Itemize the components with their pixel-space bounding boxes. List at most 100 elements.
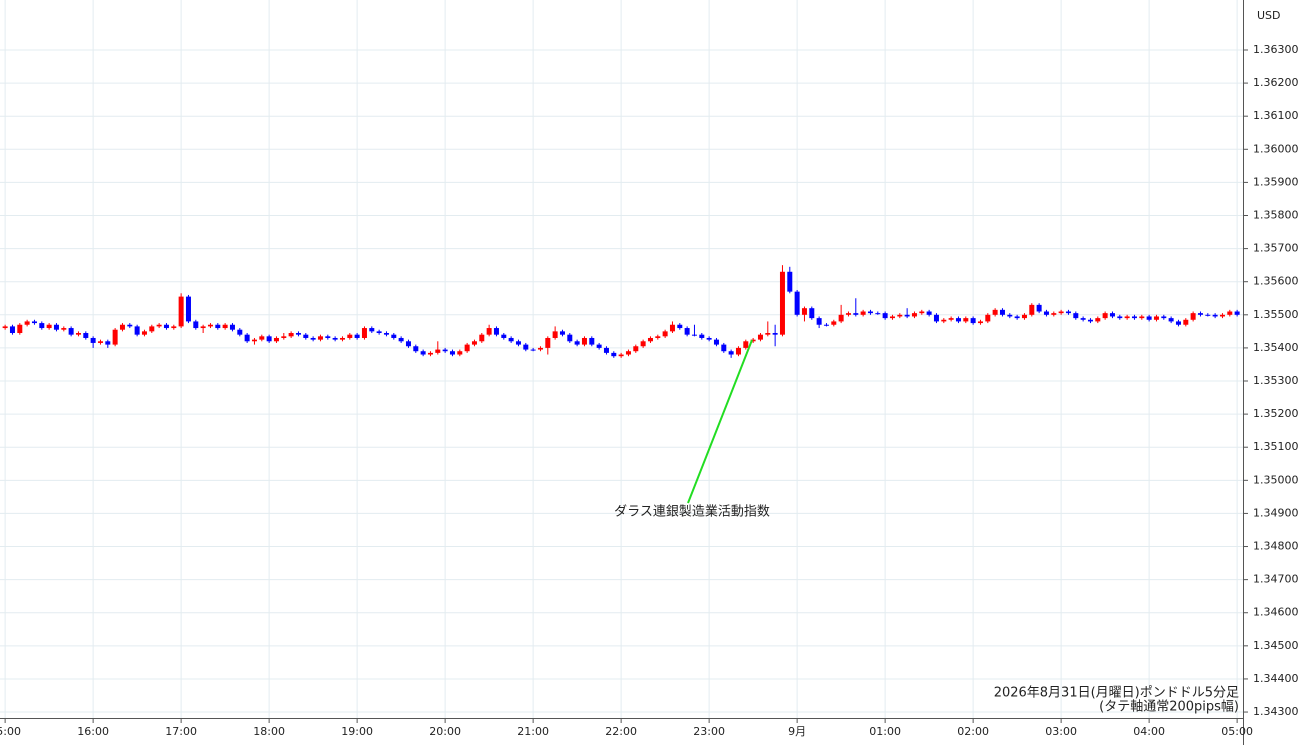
candle-body xyxy=(90,337,96,343)
plot-area xyxy=(0,0,1243,718)
y-tick-label: 1.35000 xyxy=(1253,473,1299,486)
candle-body xyxy=(251,339,257,342)
candle-body xyxy=(200,326,206,329)
candle-body xyxy=(823,324,829,326)
candle-body xyxy=(728,351,734,355)
candle-body xyxy=(1190,313,1196,320)
candle-body xyxy=(310,337,316,340)
candle-body xyxy=(933,314,939,322)
candle-body xyxy=(611,352,617,357)
candle-body xyxy=(1212,314,1218,317)
candle-body xyxy=(1183,319,1189,325)
candle-body xyxy=(713,339,719,345)
x-tick-label: 23:00 xyxy=(693,725,725,738)
candle-body xyxy=(603,347,609,353)
candle-body xyxy=(295,333,301,335)
candle-body xyxy=(757,334,763,340)
candle-body xyxy=(2,326,8,329)
candle-body xyxy=(332,337,338,340)
candle-body xyxy=(1036,304,1042,312)
candle-body xyxy=(325,336,331,338)
candle-body xyxy=(97,341,103,343)
candle-body xyxy=(897,314,903,317)
candle-body xyxy=(691,334,697,336)
candle-body xyxy=(589,337,595,345)
candle-body xyxy=(706,337,712,340)
candle-body xyxy=(948,318,954,320)
candle-body xyxy=(493,328,499,335)
candle-body xyxy=(134,326,140,335)
candle-body xyxy=(61,328,67,330)
candle-body xyxy=(838,314,844,322)
candle-body xyxy=(1205,314,1211,316)
candle-body xyxy=(68,328,74,335)
candle-body xyxy=(779,271,785,335)
candle-body xyxy=(1139,316,1145,319)
candle-body xyxy=(347,334,353,338)
candle-body xyxy=(215,324,221,329)
candle-body xyxy=(1051,313,1057,315)
y-tick-label: 1.34500 xyxy=(1253,639,1299,652)
candle-body xyxy=(75,333,81,335)
candle-body xyxy=(662,331,668,337)
y-tick-label: 1.36000 xyxy=(1253,142,1299,155)
candle-body xyxy=(266,336,272,342)
x-tick-label: 15:00 xyxy=(0,725,21,738)
candle-body xyxy=(178,296,184,327)
candle-body xyxy=(992,309,998,315)
candle-body xyxy=(141,331,147,335)
candle-body xyxy=(405,341,411,347)
candle-body xyxy=(376,331,382,334)
candle-body xyxy=(999,309,1005,315)
candle-body xyxy=(1131,316,1137,319)
candle-body xyxy=(1029,304,1035,315)
candle-body xyxy=(669,324,675,332)
candle-body xyxy=(559,331,565,335)
candle-body xyxy=(735,347,741,355)
candle-body xyxy=(530,349,536,351)
y-tick-label: 1.35100 xyxy=(1253,440,1299,453)
candle-body xyxy=(9,326,15,334)
candle-body xyxy=(581,337,587,345)
candle-body xyxy=(537,347,543,350)
candle-body xyxy=(816,318,822,325)
annotation-arrow xyxy=(687,339,753,504)
candle-body xyxy=(941,319,947,322)
candle-body xyxy=(1007,314,1013,317)
candle-body xyxy=(229,324,235,330)
candle-body xyxy=(750,339,756,342)
candle-body xyxy=(875,313,881,315)
y-tick-label: 1.36200 xyxy=(1253,76,1299,89)
candle-body xyxy=(105,341,111,345)
candle-body xyxy=(889,316,895,319)
candle-body xyxy=(1021,314,1027,319)
candle-body xyxy=(684,328,690,335)
candle-body xyxy=(259,336,265,340)
candle-body xyxy=(772,333,778,335)
y-tick-label: 1.34300 xyxy=(1253,705,1299,718)
x-tick-label: 9月 xyxy=(788,725,806,738)
candle-body xyxy=(1043,311,1049,315)
candle-body xyxy=(391,334,397,338)
y-tick-label: 1.35300 xyxy=(1253,374,1299,387)
y-tick-label: 1.35700 xyxy=(1253,242,1299,255)
x-tick-label: 18:00 xyxy=(253,725,285,738)
candle-body xyxy=(288,333,294,337)
x-tick-label: 01:00 xyxy=(869,725,901,738)
candle-body xyxy=(853,313,859,315)
y-tick-label: 1.36100 xyxy=(1253,109,1299,122)
candle-body xyxy=(53,324,59,330)
candle-body xyxy=(1073,313,1079,319)
candle-body xyxy=(1124,316,1130,319)
candle-body xyxy=(185,296,191,322)
candle-body xyxy=(244,334,250,342)
y-tick-label: 1.34800 xyxy=(1253,540,1299,553)
candle-body xyxy=(163,324,169,329)
candle-body xyxy=(596,344,602,348)
y-tick-label: 1.34900 xyxy=(1253,506,1299,519)
candle-body xyxy=(801,308,807,315)
candle-body xyxy=(677,324,683,329)
candle-body xyxy=(1109,313,1115,317)
candle-body xyxy=(471,341,477,345)
